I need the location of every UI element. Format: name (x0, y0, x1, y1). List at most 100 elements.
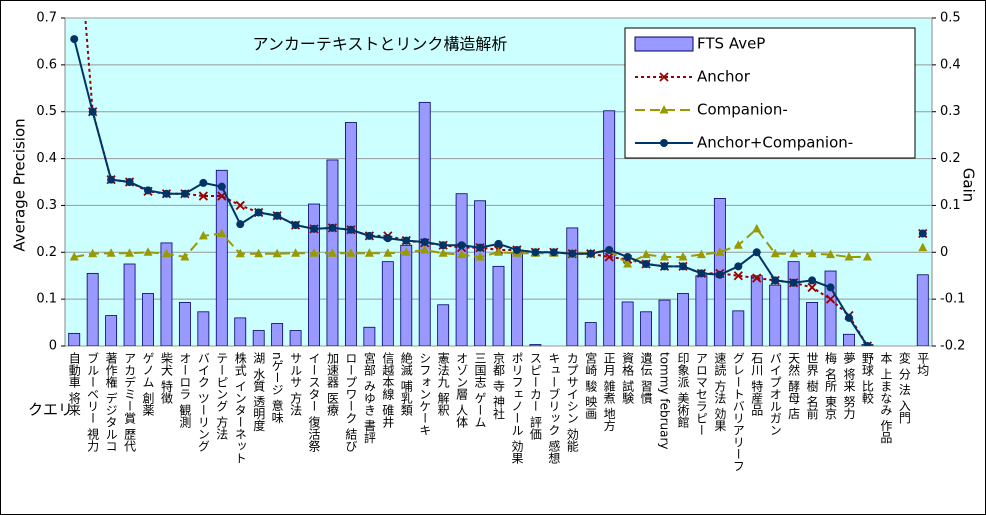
marker (715, 247, 725, 256)
marker (457, 241, 466, 250)
marker (733, 240, 743, 249)
x-tick-label: 石川 特産品 (750, 352, 764, 416)
x-tick-label: シフォンケーキ (418, 352, 432, 436)
legend-label: Anchor+Companion- (697, 134, 853, 152)
x-tick-label: カプサイシン 効能 (565, 352, 579, 452)
x-tick-label: スピーカー 評価 (528, 352, 542, 440)
marker (217, 182, 226, 191)
marker (107, 175, 116, 184)
bar (105, 315, 118, 346)
bar (418, 101, 431, 346)
x-tick-label: 信越本線 碓井 (381, 352, 395, 429)
x-tick-label: 著作権 デジタルコ (104, 352, 118, 452)
bar (658, 299, 671, 346)
marker (291, 248, 301, 257)
bar (621, 301, 634, 346)
y-tick-label: 0.6 (36, 57, 57, 72)
marker (568, 249, 577, 258)
y-tick-label: 0.1 (36, 292, 57, 307)
x-tick-label: 加速器 医療 (325, 352, 339, 416)
marker (439, 241, 448, 250)
x-tick-label: 本 上まなみ 作品 (879, 352, 893, 444)
marker (125, 178, 134, 186)
marker (401, 247, 411, 256)
marker (734, 262, 743, 271)
y-tick-label: 0 (49, 339, 57, 354)
marker (641, 249, 651, 259)
marker (918, 229, 927, 238)
x-tick-label: nゲージ 意味 (270, 352, 284, 423)
x-tick-label: 宮部 みゆき 書評 (362, 351, 376, 444)
x-tick-label: アロマセラピー (694, 352, 708, 436)
marker (69, 251, 79, 261)
x-tick-label: 京都 寺 神社 (492, 352, 506, 420)
x-tick-label: tommy february (658, 352, 672, 450)
x-tick-label: イースター 復活祭 (307, 352, 321, 452)
legend-swatch (634, 36, 694, 52)
marker (143, 247, 153, 256)
marker (106, 248, 116, 257)
bar (289, 330, 302, 346)
marker (826, 249, 836, 259)
bar (178, 302, 191, 346)
bar (437, 304, 450, 346)
x-tick-label: 憲法九 解釈 (436, 351, 450, 416)
bar (603, 110, 616, 346)
marker (475, 251, 485, 261)
marker (623, 252, 632, 261)
marker (660, 139, 668, 147)
bar (381, 261, 394, 346)
bar (197, 311, 210, 346)
bar (68, 332, 81, 346)
marker (789, 248, 799, 258)
x-tick-label: ロープワーク 結び (344, 352, 358, 452)
marker (605, 245, 614, 254)
x-tick-label: 正月 雑煮 地方 (602, 352, 616, 432)
bar (492, 265, 505, 346)
bar (695, 275, 708, 346)
marker (752, 223, 762, 233)
x-tick-label: キューブリック 感想 (547, 352, 561, 464)
marker (328, 223, 337, 232)
marker (789, 278, 798, 287)
x-tick-label: 柴犬 特徴 (159, 352, 173, 404)
marker (88, 248, 98, 258)
x-tick-label: 世界 樹 名前 (805, 352, 819, 420)
marker (420, 237, 429, 246)
marker (752, 248, 761, 257)
y-tick-label: 0.2 (36, 245, 57, 260)
marker (180, 189, 189, 198)
marker (236, 220, 245, 229)
marker (438, 248, 448, 257)
x-tick-label: サルサ 方法 (289, 352, 303, 416)
marker (494, 239, 503, 248)
marker (254, 208, 263, 217)
bar (750, 275, 763, 346)
marker (642, 260, 651, 268)
marker (457, 249, 467, 259)
x-tick-label: 印象派 美術館 (676, 352, 690, 428)
x-tick-label: 湖 水質 透明度 (252, 351, 266, 432)
x-tick-label: 自動車 将来 (67, 352, 81, 416)
bar (271, 323, 284, 346)
bar (308, 203, 320, 346)
marker (476, 243, 485, 252)
y2-tick-label: 0.5 (940, 11, 961, 26)
marker (808, 276, 817, 285)
marker (273, 211, 282, 220)
marker (199, 178, 208, 187)
marker (826, 283, 835, 292)
marker (807, 248, 817, 258)
bar (511, 251, 523, 346)
marker (346, 248, 356, 257)
marker (586, 249, 595, 258)
bar (123, 263, 136, 346)
bar (769, 284, 782, 346)
bar (234, 317, 247, 346)
bar (584, 322, 597, 346)
bar (86, 272, 99, 346)
marker (198, 191, 208, 201)
y2-tick-label: 0.2 (940, 151, 961, 166)
bar (787, 261, 800, 346)
x-tick-label: アカデミー賞 歴代 (123, 352, 137, 452)
